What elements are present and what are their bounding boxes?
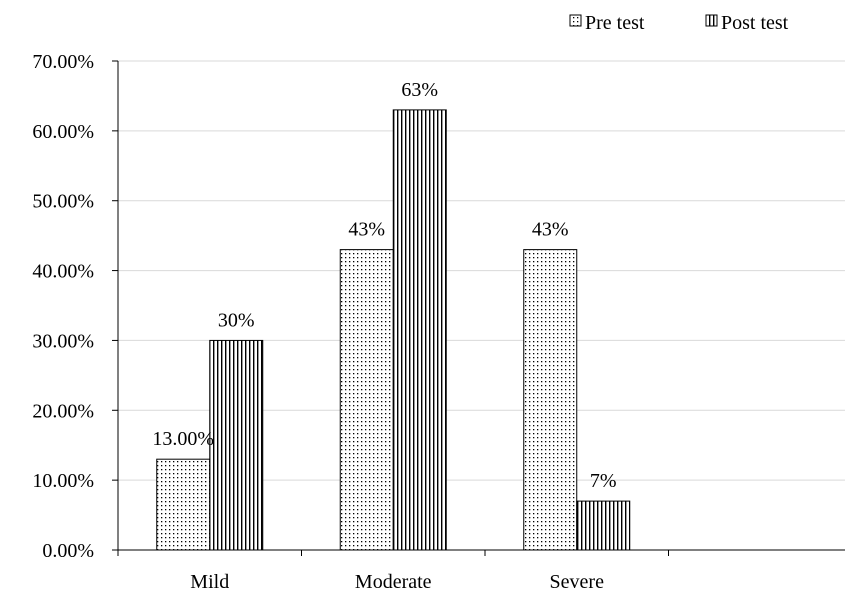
y-tick-label: 10.00% (32, 470, 94, 492)
bar-post-test (392, 109, 447, 551)
y-tick-label: 30.00% (32, 330, 94, 352)
data-label: 43% (532, 219, 569, 241)
axes: 0.00% 10.00% 20.00% 30.00% 40.00% 50.00% 60.00… (32, 51, 845, 562)
data-label: 63% (401, 79, 438, 101)
y-tick-label: 70.00% (32, 51, 94, 73)
data-label: 7% (590, 470, 617, 492)
data-label: 30% (218, 309, 255, 331)
bar-pre-test (156, 458, 211, 551)
y-tick-label: 60.00% (32, 121, 94, 143)
bar-post-test (209, 339, 264, 551)
legend-label: Pre test (585, 12, 645, 34)
bars (156, 109, 631, 551)
bar-post-test (576, 500, 631, 551)
y-tick-label: 20.00% (32, 400, 94, 422)
legend-swatch (705, 14, 718, 27)
bar-pre-test (339, 249, 394, 551)
data-label: 43% (348, 219, 385, 241)
y-tick-label: 50.00% (32, 191, 94, 213)
legend-swatch (569, 14, 582, 27)
legend-label: Post test (721, 12, 789, 34)
x-category-label: Severe (550, 571, 605, 592)
data-label: 13.00% (152, 428, 214, 450)
legend: Pre test Post test (569, 12, 789, 34)
x-category-label: Moderate (355, 571, 432, 592)
y-tick-label: 0.00% (42, 540, 94, 562)
bar-pre-test (523, 249, 578, 551)
y-tick-label: 40.00% (32, 261, 94, 283)
x-category-label: Mild (190, 571, 229, 592)
labels: Mild 13.00% 30% Moderate 43% 63% Severe 43% 7% (152, 79, 616, 592)
